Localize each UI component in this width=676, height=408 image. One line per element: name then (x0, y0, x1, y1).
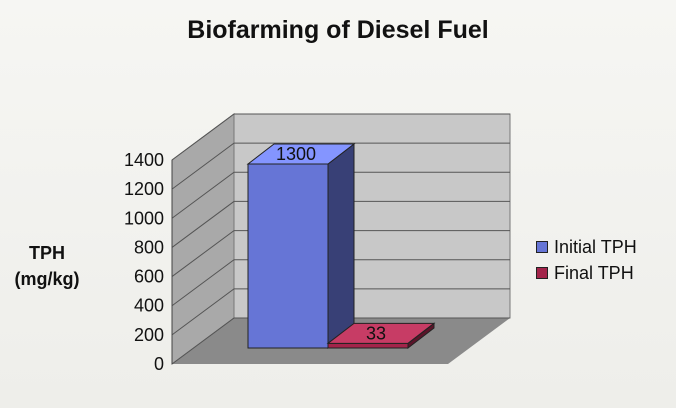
gridline (171, 259, 510, 307)
legend-item-final: Final TPH (536, 260, 637, 286)
y-tick-label: 600 (134, 267, 164, 287)
legend-label-initial: Initial TPH (554, 236, 637, 257)
y-axis-label-line-2: (mg/kg) (14, 269, 80, 289)
y-axis-label-line-1: TPH (29, 243, 65, 263)
y-tick-label: 0 (154, 354, 164, 374)
gridline (171, 317, 510, 365)
gridline (171, 230, 510, 277)
legend-item-initial: Initial TPH (536, 234, 637, 260)
bar-initial-top (246, 143, 356, 165)
gridline (171, 288, 510, 336)
data-label-initial: 1300 (276, 144, 316, 164)
gridline (171, 113, 510, 161)
y-tick-label: 1400 (124, 150, 164, 170)
bar-initial-side (327, 142, 355, 350)
legend-label-final: Final TPH (554, 262, 634, 283)
gridline (171, 142, 510, 190)
bar-initial-front (247, 163, 329, 349)
y-tick-label: 200 (134, 325, 164, 345)
gridline (171, 171, 510, 219)
y-tick-label: 800 (134, 237, 164, 257)
y-axis-label: TPH (mg/kg) (4, 240, 90, 292)
legend: Initial TPH Final TPH (536, 234, 637, 286)
bar-final-front (327, 342, 409, 349)
y-tick-label: 1200 (124, 179, 164, 199)
y-tick-label: 1000 (124, 208, 164, 228)
legend-swatch-final (536, 267, 548, 279)
chart-title: Biofarming of Diesel Fuel (187, 16, 489, 44)
y-tick-label: 400 (134, 296, 164, 316)
bar-final-top (326, 322, 436, 344)
legend-swatch-initial (536, 241, 548, 253)
data-label-final: 33 (366, 323, 386, 343)
gridline (171, 200, 510, 248)
